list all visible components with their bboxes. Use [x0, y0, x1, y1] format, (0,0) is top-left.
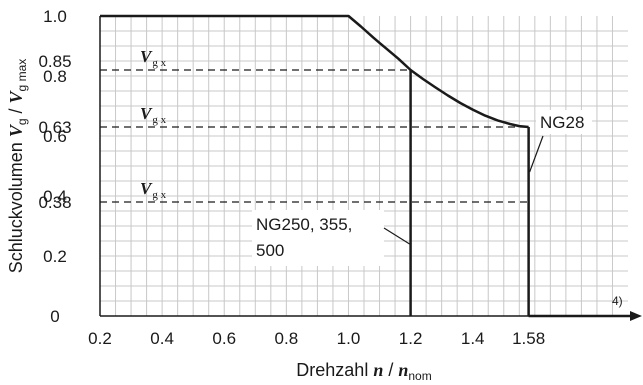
y-tick-label: 0.6	[43, 127, 67, 146]
y-axis-title: Schluckvolumen Vg / Vg max	[6, 59, 29, 274]
x-tick-label: 1.0	[337, 329, 361, 348]
y-tick-label: 0.85	[38, 52, 71, 71]
y-tick-label: 1.0	[43, 7, 67, 26]
series-leader-line	[383, 227, 410, 245]
x-tick-label: 1.2	[399, 329, 423, 348]
y-tick-label: 0.4	[43, 187, 67, 206]
envelope-curve	[100, 14, 529, 129]
x-axis-title: Drehzahl n / nnom	[296, 360, 431, 383]
y-tick-label: 0.2	[43, 247, 67, 266]
y-tick-label: 0.38	[38, 193, 71, 212]
y-tick-label: 0	[50, 307, 59, 326]
x-tick-label: 1.58	[512, 329, 545, 348]
footnote: 4)	[612, 294, 623, 308]
y-tick-label: 0.63	[38, 118, 71, 137]
series-label-bg	[252, 210, 384, 266]
vgx-label: Vg x	[140, 104, 167, 126]
series-label-bg	[536, 110, 592, 134]
x-tick-label: 1.4	[461, 329, 485, 348]
x-tick-label: 0.2	[88, 329, 112, 348]
series-label-ng28: NG28	[540, 113, 584, 132]
y-tick-label: 0.8	[43, 67, 67, 86]
x-axis-arrow	[630, 311, 642, 321]
series-label-ng250: 500	[256, 241, 284, 260]
vgx-label: Vg x	[140, 47, 167, 69]
x-tick-label: 0.4	[150, 329, 174, 348]
series-label-ng250: NG250, 355,	[256, 215, 352, 234]
x-tick-label: 0.6	[212, 329, 236, 348]
x-tick-label: 0.8	[275, 329, 299, 348]
vgx-label: Vg x	[140, 179, 167, 201]
series-leader-line	[529, 135, 544, 173]
